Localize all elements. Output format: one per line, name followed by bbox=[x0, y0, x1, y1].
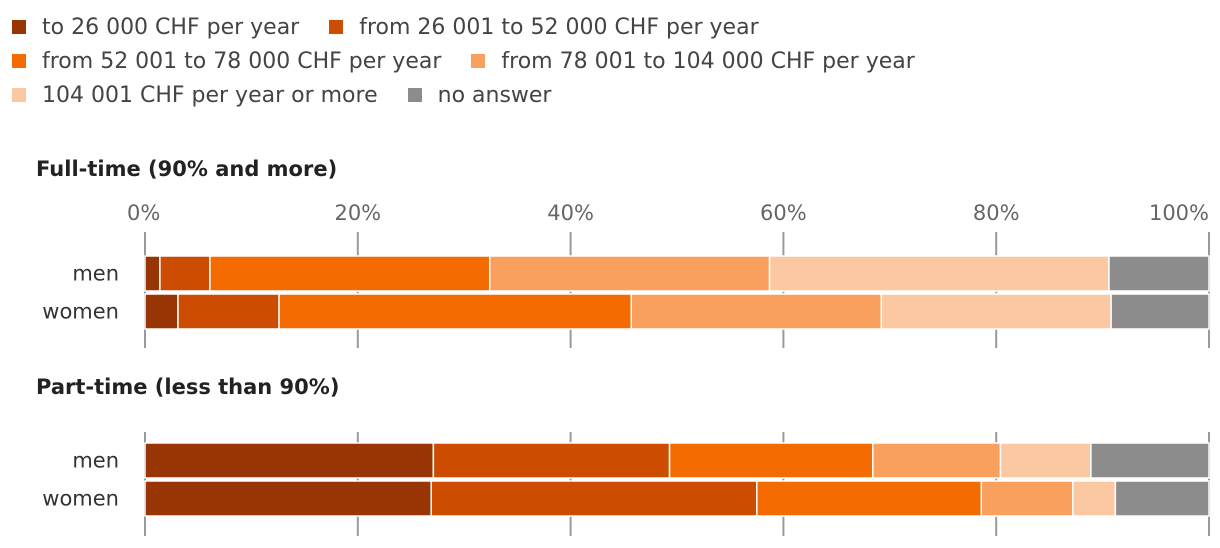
category-label: men bbox=[72, 262, 119, 286]
bar-segment bbox=[768, 255, 1110, 292]
bar-segment bbox=[144, 480, 432, 517]
bar-segment bbox=[144, 255, 161, 292]
legend-swatch bbox=[12, 54, 26, 68]
legend-item-26001-52000: from 26 001 to 52 000 CHF per year bbox=[329, 14, 759, 40]
bar-segment bbox=[159, 255, 211, 292]
legend: to 26 000 CHF per year from 26 001 to 52… bbox=[12, 10, 1212, 112]
legend-label: to 26 000 CHF per year bbox=[42, 14, 300, 40]
bar-segment bbox=[668, 442, 874, 479]
legend-row-2: from 52 001 to 78 000 CHF per year from … bbox=[12, 44, 1212, 78]
legend-label: no answer bbox=[437, 82, 552, 108]
bar-segment bbox=[630, 293, 883, 330]
legend-item-52001-78000: from 52 001 to 78 000 CHF per year bbox=[12, 49, 441, 74]
legend-label: from 26 001 to 52 000 CHF per year bbox=[359, 14, 759, 40]
x-tick-label: 20% bbox=[334, 201, 381, 225]
bar-segment bbox=[980, 480, 1074, 517]
category-label: women bbox=[42, 487, 119, 511]
legend-swatch bbox=[12, 88, 26, 102]
bar-segment bbox=[278, 293, 632, 330]
legend-item-78001-104000: from 78 001 to 104 000 CHF per year bbox=[471, 48, 915, 74]
legend-item-104001-or-more: 104 001 CHF per year or more bbox=[12, 83, 378, 108]
legend-row-3: 104 001 CHF per year or more no answer bbox=[12, 78, 1212, 112]
x-tick-label: 0% bbox=[127, 201, 160, 225]
bar-segment bbox=[1108, 255, 1210, 292]
legend-item-up-to-26000: to 26 000 CHF per year bbox=[12, 15, 299, 40]
bar-segment bbox=[872, 442, 1002, 479]
bar-segment bbox=[430, 480, 758, 517]
bar-segment bbox=[1110, 293, 1210, 330]
bar-segment bbox=[432, 442, 671, 479]
x-tick-label: 40% bbox=[547, 201, 594, 225]
legend-swatch bbox=[407, 88, 422, 102]
bar-segment bbox=[488, 255, 771, 292]
panel-title: Part-time (less than 90%) bbox=[36, 375, 339, 399]
legend-row-1: to 26 000 CHF per year from 26 001 to 52… bbox=[12, 10, 1212, 44]
bar-segment bbox=[1090, 442, 1210, 479]
panel-title: Full-time (90% and more) bbox=[36, 157, 337, 181]
legend-item-no-answer: no answer bbox=[407, 82, 552, 108]
bar-segment bbox=[1114, 480, 1210, 517]
bar-segment bbox=[880, 293, 1112, 330]
x-tick-label: 100% bbox=[1149, 201, 1209, 225]
x-tick-label: 60% bbox=[760, 201, 807, 225]
legend-label: from 52 001 to 78 000 CHF per year bbox=[42, 48, 442, 74]
legend-label: 104 001 CHF per year or more bbox=[42, 82, 378, 108]
bar-segment bbox=[144, 442, 435, 479]
bar-segment bbox=[999, 442, 1092, 479]
bar-segment bbox=[144, 293, 179, 330]
x-tick-label: 80% bbox=[973, 201, 1020, 225]
bar-segment bbox=[756, 480, 983, 517]
legend-swatch bbox=[329, 20, 344, 34]
bar-segment bbox=[209, 255, 491, 292]
legend-label: from 78 001 to 104 000 CHF per year bbox=[501, 48, 915, 74]
legend-swatch bbox=[12, 20, 26, 34]
category-label: women bbox=[42, 300, 119, 324]
bar-segment bbox=[1072, 480, 1117, 517]
bar-segment bbox=[177, 293, 280, 330]
legend-swatch bbox=[471, 54, 486, 68]
category-label: men bbox=[72, 449, 119, 473]
